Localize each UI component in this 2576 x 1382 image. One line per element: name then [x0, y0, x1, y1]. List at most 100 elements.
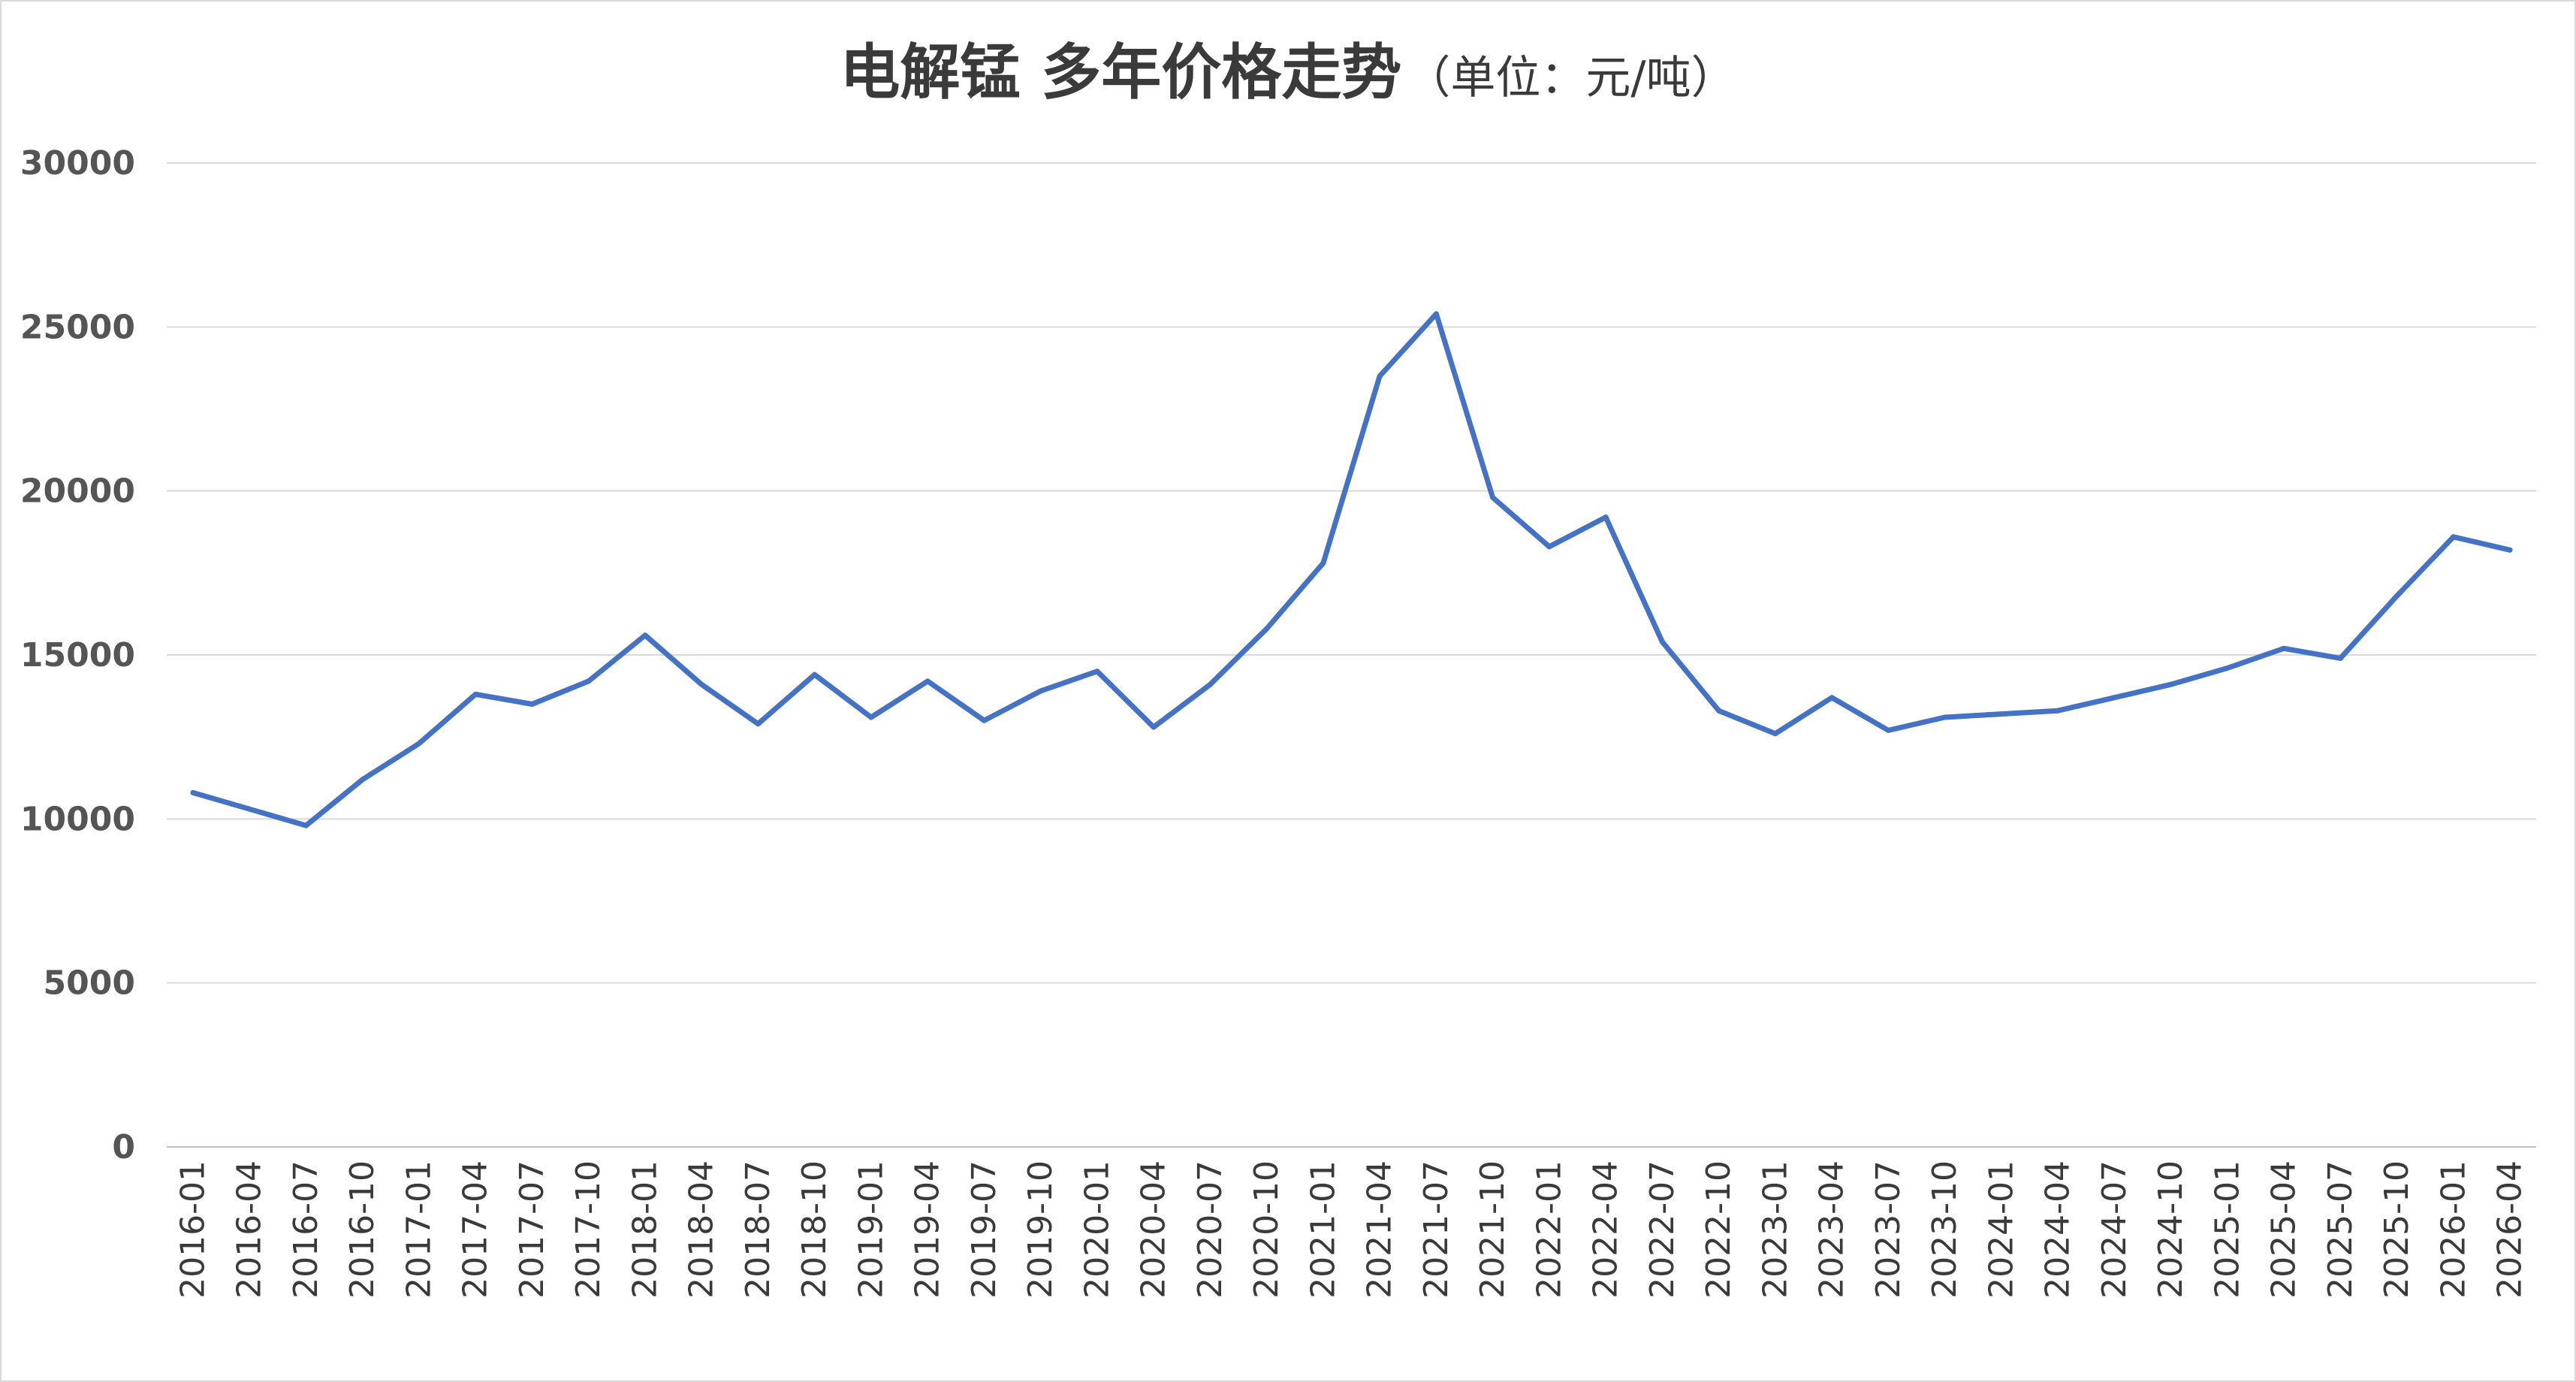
- x-tick-label: 2022-01: [1530, 1160, 1568, 1299]
- x-tick-label: 2017-10: [569, 1160, 608, 1299]
- data-point: [1546, 544, 1552, 550]
- x-tick-label: 2023-04: [1813, 1160, 1851, 1299]
- data-point: [1038, 688, 1044, 694]
- x-tick-label: 2019-07: [965, 1160, 1003, 1299]
- x-tick-label: 2023-07: [1869, 1160, 1908, 1299]
- data-point: [472, 691, 478, 697]
- chart-title-main: 电解锰 多年价格走势: [840, 38, 1402, 107]
- data-point: [529, 702, 535, 707]
- chart-title-unit: （单位：元/吨）: [1405, 52, 1736, 104]
- x-tick-label: 2024-07: [2095, 1160, 2134, 1299]
- data-point: [1320, 560, 1326, 566]
- x-tick-label: 2019-10: [1021, 1160, 1060, 1299]
- x-tick-label: 2017-07: [513, 1160, 551, 1299]
- x-tick-label: 2021-10: [1474, 1160, 1512, 1299]
- y-axis-tick-labels: 0 5000 10000 15000 20000 25000 30000: [20, 144, 135, 1166]
- data-point: [1716, 708, 1722, 714]
- x-tick-label: 2025-04: [2265, 1160, 2303, 1299]
- x-tick-label: 2021-01: [1304, 1160, 1342, 1299]
- x-tick-label: 2024-01: [1982, 1160, 2020, 1299]
- y-tick-label: 25000: [20, 308, 135, 346]
- data-point: [1603, 514, 1609, 521]
- data-point: [2225, 665, 2231, 671]
- x-tick-label: 2020-04: [1135, 1160, 1173, 1299]
- x-tick-label: 2020-10: [1247, 1160, 1286, 1299]
- data-point: [2281, 645, 2287, 651]
- data-point: [2055, 708, 2061, 714]
- series-layer: [190, 311, 2513, 828]
- data-point: [1998, 711, 2004, 717]
- data-point: [755, 721, 761, 727]
- price-series-line: [190, 311, 2513, 828]
- x-tick-label: 2016-10: [343, 1160, 382, 1299]
- data-point: [416, 741, 422, 747]
- data-point: [642, 632, 648, 638]
- data-point: [1885, 727, 1891, 733]
- data-point: [925, 678, 931, 684]
- x-tick-label: 2025-07: [2321, 1160, 2360, 1299]
- x-axis-tick-labels: 2016-01 2016-04 2016-07 2016-10 2017-01 2017-…: [174, 1160, 2529, 1299]
- data-point: [698, 681, 704, 687]
- x-tick-label: 2018-04: [683, 1160, 721, 1299]
- x-tick-label: 2021-07: [1417, 1160, 1455, 1299]
- data-point: [981, 717, 987, 723]
- data-point: [1433, 311, 1439, 317]
- y-tick-label: 30000: [20, 144, 135, 183]
- data-point: [1772, 731, 1778, 737]
- data-point: [190, 789, 196, 795]
- x-tick-label: 2026-04: [2491, 1160, 2529, 1299]
- data-point: [2111, 695, 2117, 701]
- x-tick-label: 2023-01: [1756, 1160, 1794, 1299]
- data-point: [1094, 668, 1100, 674]
- gridlines: [167, 162, 2536, 984]
- x-tick-label: 2018-01: [626, 1160, 664, 1299]
- data-point: [868, 714, 874, 720]
- x-tick-label: 2020-07: [1191, 1160, 1229, 1299]
- y-tick-label: 10000: [20, 800, 135, 838]
- x-tick-label: 2022-10: [1700, 1160, 1738, 1299]
- x-tick-label: 2025-01: [2208, 1160, 2246, 1299]
- x-tick-label: 2019-01: [852, 1160, 890, 1299]
- data-point: [1942, 714, 1948, 720]
- y-tick-label: 20000: [20, 472, 135, 511]
- data-point: [2337, 655, 2343, 661]
- x-tick-label: 2020-01: [1078, 1160, 1116, 1299]
- data-point: [360, 777, 366, 783]
- y-tick-label: 15000: [20, 636, 135, 674]
- x-tick-label: 2022-07: [1643, 1160, 1682, 1299]
- data-point: [1490, 494, 1496, 500]
- data-point: [1659, 639, 1665, 645]
- data-point: [1264, 626, 1270, 632]
- x-tick-label: 2017-04: [457, 1160, 495, 1299]
- x-tick-label: 2024-04: [2039, 1160, 2077, 1299]
- x-tick-label: 2021-04: [1361, 1160, 1399, 1299]
- data-point: [2507, 547, 2513, 553]
- data-point: [303, 822, 309, 828]
- data-point: [2451, 534, 2457, 540]
- x-tick-label: 2024-10: [2152, 1160, 2190, 1299]
- data-point: [2168, 681, 2174, 687]
- x-tick-label: 2025-10: [2378, 1160, 2416, 1299]
- data-point: [246, 806, 252, 812]
- data-point: [812, 671, 818, 677]
- data-point: [1207, 681, 1213, 687]
- y-tick-label: 0: [112, 1128, 135, 1166]
- x-tick-label: 2018-07: [739, 1160, 777, 1299]
- x-tick-label: 2017-01: [400, 1160, 438, 1299]
- x-tick-label: 2016-04: [231, 1160, 269, 1299]
- data-point: [2394, 593, 2400, 599]
- data-point: [1377, 373, 1383, 379]
- x-tick-label: 2022-04: [1587, 1160, 1625, 1299]
- x-tick-label: 2016-01: [174, 1160, 213, 1299]
- y-tick-label: 5000: [44, 964, 135, 1003]
- x-tick-label: 2016-07: [287, 1160, 325, 1299]
- chart-title: 电解锰 多年价格走势 （单位：元/吨）: [2, 24, 2574, 111]
- x-tick-label: 2026-01: [2434, 1160, 2472, 1299]
- data-point: [1829, 695, 1835, 701]
- x-tick-label: 2023-10: [1926, 1160, 1964, 1299]
- x-tick-label: 2018-10: [795, 1160, 834, 1299]
- data-point: [1151, 724, 1157, 730]
- data-point: [586, 678, 592, 684]
